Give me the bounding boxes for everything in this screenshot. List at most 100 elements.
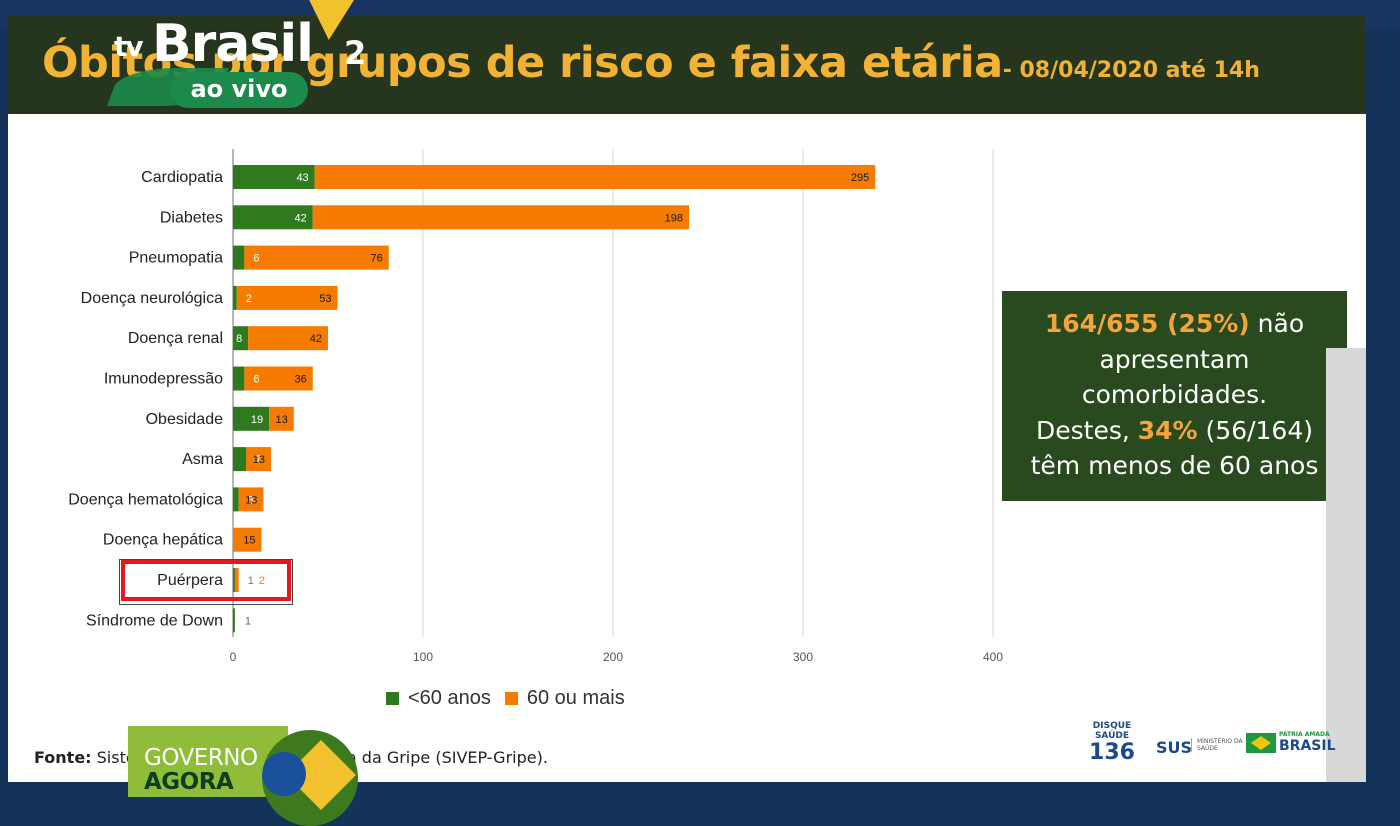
value-label-under60: 7 <box>255 454 261 466</box>
value-label-over60: 53 <box>319 293 331 305</box>
legend-label-over60: 60 ou mais <box>526 687 625 709</box>
presentation-slide: Óbitos por grupos de risco e faixa etári… <box>8 16 1366 782</box>
category-label: Puérpera <box>157 572 223 589</box>
bar-under60 <box>233 326 249 351</box>
note-line-4-post: (56/164) <box>1197 415 1313 445</box>
gov-slogan: PÁTRIA AMADA <box>1279 731 1330 738</box>
value-label-over60: 15 <box>243 535 255 547</box>
category-label: Obesidade <box>146 411 223 428</box>
bar-under60 <box>233 245 245 270</box>
bar-over60 <box>233 527 262 552</box>
legend-label-under60: <60 anos <box>408 687 491 709</box>
value-label-under60: 6 <box>253 374 259 386</box>
category-label: Imunodepressão <box>104 371 223 388</box>
value-label-over60: 13 <box>253 454 265 466</box>
value-label-under60: 2 <box>246 293 252 305</box>
tv-name: Brasil <box>152 14 314 74</box>
tv-prefix: tv <box>114 30 144 63</box>
value-label-under60: 42 <box>295 212 307 224</box>
bar-under60 <box>233 205 313 230</box>
ga-line-2: AGORA <box>144 769 234 795</box>
bar-over60 <box>246 447 271 472</box>
title-date: - 08/04/2020 até 14h <box>1002 58 1260 83</box>
category-label: Doença hepática <box>103 532 223 549</box>
note-line-5: têm menos de 60 anos <box>1030 451 1319 480</box>
value-label-over60: 36 <box>295 374 307 386</box>
value-label-under60: 19 <box>251 414 263 426</box>
note-line-3: comorbidades. <box>1081 380 1268 409</box>
note-line-1: 164/655 (25%) não <box>1002 306 1347 342</box>
category-label: Doença neurológica <box>81 290 223 307</box>
bar-under60 <box>233 406 270 431</box>
value-label-over60: 42 <box>310 333 322 345</box>
ga-text: GOVERNO AGORA <box>144 746 258 794</box>
legend-item-over60: 60 ou mais <box>504 687 625 710</box>
ga-box <box>128 726 288 797</box>
value-label-under60: 1 <box>248 575 254 587</box>
bar-over60 <box>248 326 328 351</box>
chart-bars <box>233 165 876 633</box>
comorbidity-note: 164/655 (25%) não apresentam comorbidade… <box>1002 291 1347 501</box>
value-label-over60: 76 <box>371 253 383 265</box>
value-label-over60: 295 <box>851 172 869 184</box>
legend-item-under60: <60 anos <box>386 687 491 710</box>
note-line-4-pre: Destes, <box>1035 415 1138 445</box>
chart-gridlines <box>232 149 994 637</box>
note-line-2: apresentam <box>1099 344 1250 374</box>
bar-under60 <box>233 487 239 512</box>
source-text-left: Siste <box>91 748 136 767</box>
bar-under60 <box>233 366 245 391</box>
value-label-over60: 13 <box>245 494 257 506</box>
bar-over60 <box>269 406 294 431</box>
tv-brasil-logo: tv Brasil 2 ao vivo <box>107 0 382 112</box>
highlight-frame <box>119 559 293 605</box>
chart-labels: 0 100 200 300 400 Cardiopatia 43 295 Diabetes 42 1… <box>68 169 1003 664</box>
x-tick-label: 100 <box>413 650 433 664</box>
bar-over60 <box>314 165 876 189</box>
value-label-over60: 2 <box>259 575 265 587</box>
value-label-under60: 43 <box>296 172 308 184</box>
brazil-flag-icon <box>1246 733 1276 753</box>
x-tick-label: 200 <box>603 650 623 664</box>
bar-over60 <box>238 487 264 512</box>
source-caption: Fonte: Siste ância da Gripe (SIVEP-Gripe)… <box>34 748 548 767</box>
bar-over60 <box>312 205 689 230</box>
bar-under60 <box>233 285 237 310</box>
value-label-under60: 1 <box>245 615 251 627</box>
x-tick-label: 0 <box>230 650 237 664</box>
bar-under60 <box>233 447 247 472</box>
governo-federal-logo: PÁTRIA AMADA BRASIL <box>1246 729 1336 759</box>
side-panel <box>1326 348 1366 782</box>
value-label-over60: 198 <box>665 212 683 224</box>
legend-swatch-under60 <box>386 692 399 705</box>
ga-line-1: GOVERNO <box>144 745 258 771</box>
value-label-over60: 13 <box>276 414 288 426</box>
bar-under60 <box>233 165 315 189</box>
source-text-right: ância da Gripe (SIVEP-Gripe). <box>313 748 548 767</box>
bar-over60 <box>244 245 389 270</box>
ministerio-logo: MINISTÉRIO DA SAÚDE <box>1191 738 1247 752</box>
category-label: Síndrome de Down <box>86 612 223 629</box>
category-label: Diabetes <box>160 209 223 226</box>
category-label: Cardiopatia <box>141 169 223 186</box>
disque-number: 136 <box>1089 740 1135 765</box>
note-line-4: Destes, 34% (56/164) <box>1002 413 1347 449</box>
value-label-under60: 3 <box>248 494 254 506</box>
value-label-under60: 6 <box>253 253 259 265</box>
x-tick-label: 400 <box>983 650 1003 664</box>
category-label: Doença hematológica <box>68 491 223 508</box>
note-highlight-percent: 34% <box>1137 415 1198 445</box>
chart-legend: <60 anos 60 ou mais <box>386 687 625 710</box>
note-highlight-ratio: 164/655 (25%) <box>1044 309 1250 338</box>
ga-circle-icon <box>262 730 358 826</box>
source-label: Fonte: <box>34 748 92 767</box>
value-label-under60: 8 <box>236 333 242 345</box>
bar-over60 <box>236 285 338 310</box>
category-label: Doença renal <box>128 330 223 347</box>
gov-name: BRASIL <box>1279 738 1336 754</box>
sus-logo: SUS <box>1156 738 1193 757</box>
bar-over60 <box>234 568 239 592</box>
highlight-box <box>121 560 291 601</box>
tv-number: 2 <box>344 34 367 72</box>
bar-chart: 0 100 200 300 400 Cardiopatia 43 295 Diabetes 42 1… <box>68 149 1003 664</box>
